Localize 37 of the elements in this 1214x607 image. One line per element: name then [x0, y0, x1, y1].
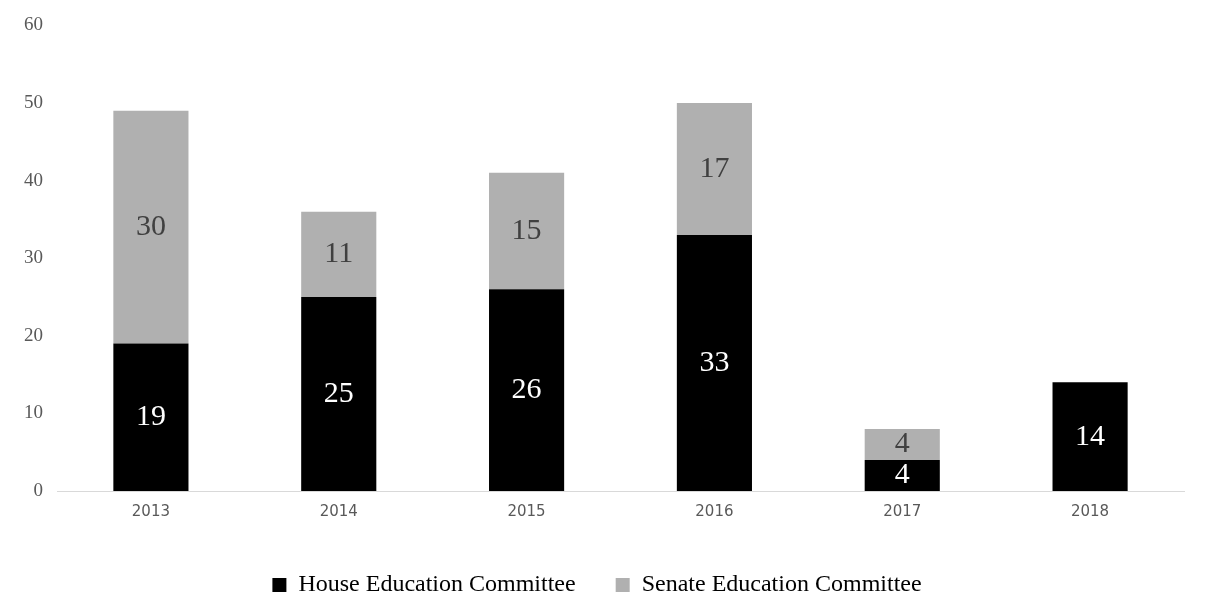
- y-tick-label: 60: [24, 13, 43, 35]
- data-label: 4: [894, 425, 910, 459]
- x-tick-label: 2017: [883, 501, 922, 520]
- legend-label: House Education Committee: [298, 570, 576, 597]
- bar: [113, 110, 189, 344]
- bar: [864, 428, 940, 460]
- data-label: 26: [511, 370, 542, 404]
- bar: [676, 234, 752, 491]
- x-tick-label: 2018: [1070, 501, 1110, 520]
- x-tick-label: 2015: [507, 501, 546, 520]
- data-label: 17: [699, 149, 730, 183]
- data-label: 15: [511, 211, 542, 245]
- data-label: 11: [324, 235, 354, 269]
- data-label: 19: [135, 398, 166, 432]
- bar: [489, 172, 565, 290]
- x-tick-label: 2016: [695, 501, 734, 520]
- x-tick-label: 2013: [131, 501, 171, 520]
- bar: [301, 297, 377, 491]
- data-label: 25: [323, 374, 354, 408]
- y-tick-label: 40: [24, 168, 43, 190]
- bar: [1052, 382, 1128, 491]
- y-tick-label: 20: [24, 323, 43, 345]
- legend-label: Senate Education Committee: [641, 570, 922, 597]
- data-label: 4: [894, 456, 910, 490]
- data-label: 14: [1075, 417, 1106, 451]
- x-tick-label: 2014: [319, 501, 358, 520]
- bar: [676, 103, 752, 235]
- bar: [864, 459, 940, 491]
- y-tick-label: 30: [24, 246, 43, 268]
- bar: [489, 289, 565, 491]
- y-tick-label: 50: [24, 90, 43, 112]
- data-label: 30: [135, 208, 166, 242]
- data-label: 33: [699, 343, 730, 377]
- y-tick-label: 10: [24, 401, 43, 423]
- bar: [113, 343, 189, 491]
- y-tick-label: 0: [33, 478, 43, 500]
- bar: [301, 211, 377, 297]
